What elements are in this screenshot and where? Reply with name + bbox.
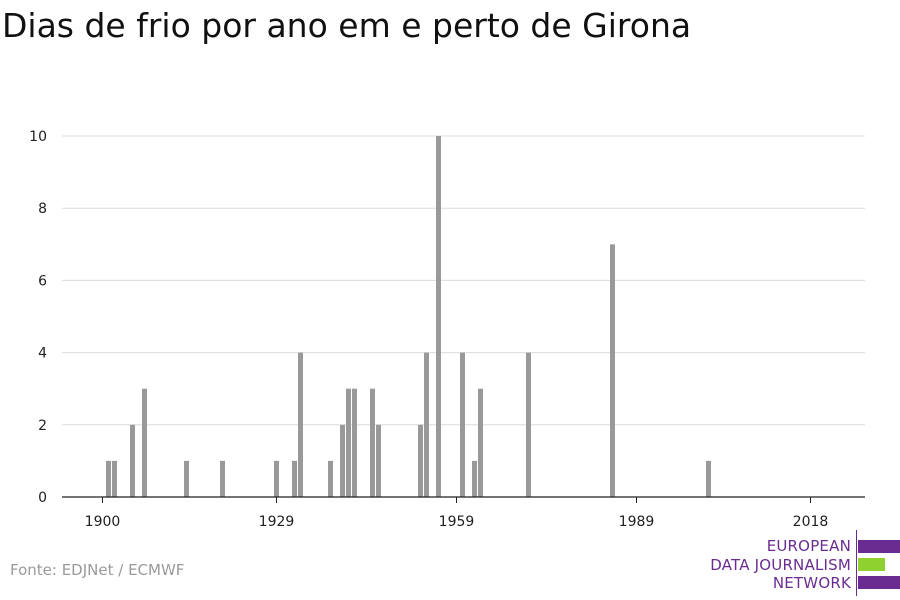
bar xyxy=(298,352,303,497)
bar xyxy=(526,352,531,497)
x-axis: 1900 1929 1959 1989 2018 xyxy=(62,496,865,530)
bar xyxy=(424,352,429,497)
bar xyxy=(142,388,147,497)
edjnet-logo[interactable]: EUROPEAN DATA JOURNALISM NETWORK xyxy=(700,528,900,598)
y-axis-ticks: 0 2 4 6 8 10 xyxy=(29,129,47,506)
bar xyxy=(436,136,441,497)
y-tick-label: 2 xyxy=(38,418,47,434)
bar xyxy=(460,352,465,497)
y-tick-label: 10 xyxy=(29,129,47,145)
bar xyxy=(706,460,711,497)
logo-bar-bottom xyxy=(858,576,900,589)
bar xyxy=(370,388,375,497)
logo-divider xyxy=(856,530,857,596)
bar xyxy=(418,424,423,497)
bar xyxy=(376,424,381,497)
bar xyxy=(220,460,225,497)
y-tick-label: 4 xyxy=(38,346,47,362)
x-tick-label: 1900 xyxy=(85,514,121,530)
bar xyxy=(274,460,279,497)
bar xyxy=(106,460,111,497)
bar xyxy=(340,424,345,497)
x-tick-label: 1929 xyxy=(259,514,295,530)
bar xyxy=(472,460,477,497)
x-tick-label: 1959 xyxy=(439,514,475,530)
bar xyxy=(112,460,117,497)
y-tick-label: 6 xyxy=(38,273,47,289)
logo-bar-top xyxy=(858,540,900,553)
bar xyxy=(130,424,135,497)
bar xyxy=(478,388,483,497)
logo-line-2: DATA JOURNALISM xyxy=(710,555,851,574)
logo-text: EUROPEAN DATA JOURNALISM NETWORK xyxy=(710,537,851,593)
x-tick-label: 1989 xyxy=(619,514,655,530)
logo-bar-middle xyxy=(858,558,885,571)
chart-title: Dias de frio por ano em e perto de Giron… xyxy=(2,6,692,45)
source-note: Fonte: EDJNet / ECMWF xyxy=(10,561,185,579)
bars xyxy=(106,136,711,497)
y-tick-label: 8 xyxy=(38,201,47,217)
bar xyxy=(184,460,189,497)
logo-line-1: EUROPEAN xyxy=(766,537,851,555)
bar xyxy=(352,388,357,497)
y-tick-label: 0 xyxy=(38,490,47,506)
x-tick-label: 2018 xyxy=(793,514,829,530)
logo-line-3: NETWORK xyxy=(772,574,851,592)
bar xyxy=(610,244,615,497)
bar-chart: 0 2 4 6 8 10 1900 1929 1959 1989 2018 xyxy=(29,129,865,530)
bar xyxy=(346,388,351,497)
bar xyxy=(292,460,297,497)
bar xyxy=(328,460,333,497)
